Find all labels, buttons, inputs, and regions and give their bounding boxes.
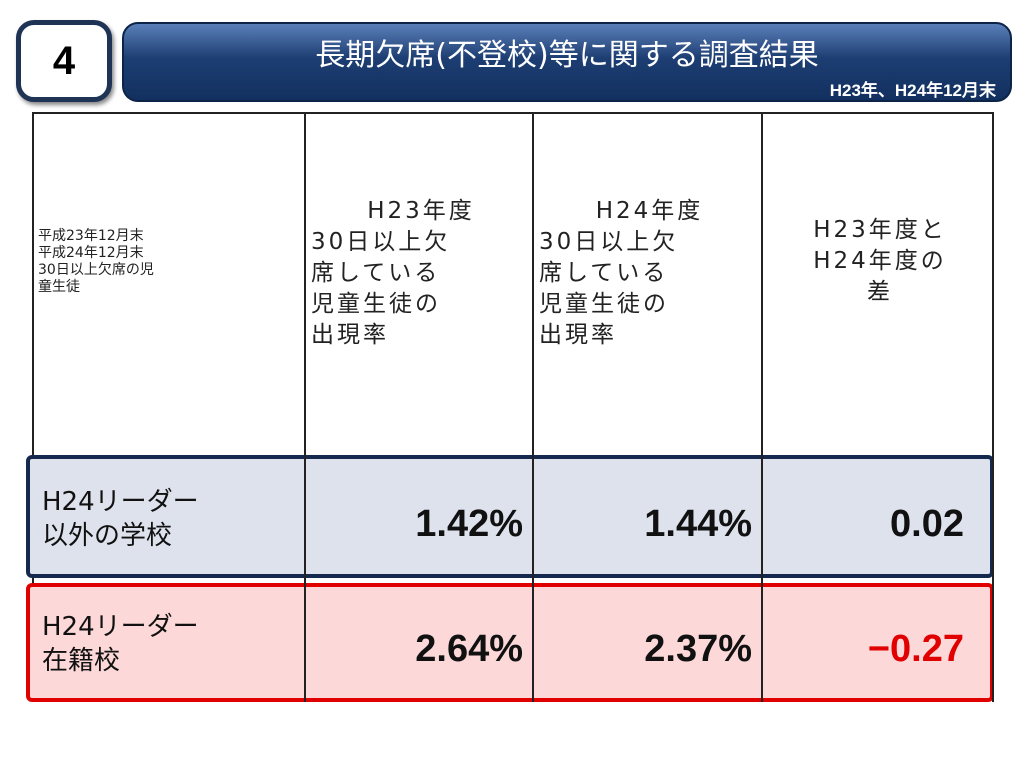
header-text: H23年度と (813, 217, 947, 243)
header-text: 席している (539, 260, 669, 286)
column-divider (304, 112, 306, 702)
subtitle: H23年、H24年12月末 (829, 81, 996, 100)
header-text: 出現率 (539, 322, 617, 348)
header-text: 児童生徒の (311, 291, 441, 317)
header-text: 児童生徒の (539, 291, 669, 317)
cell-value: 2.64% (415, 628, 523, 670)
header-text: 30日以上欠席の児 (38, 262, 154, 278)
title: 長期欠席(不登校)等に関する調査結果 (315, 38, 819, 73)
badge: 4 (16, 20, 112, 102)
row-label: H24リーダー (42, 612, 199, 642)
header-text: 出現率 (311, 322, 389, 348)
cell-value: 1.44% (644, 503, 752, 545)
header-text: 差 (867, 279, 893, 305)
table-row (26, 583, 994, 702)
row-label: 以外の学校 (42, 521, 173, 551)
column-divider (761, 112, 763, 702)
column-divider (532, 112, 534, 702)
cell-value: 1.42% (415, 503, 523, 545)
row-label: H24リーダー (42, 487, 199, 517)
header-text: H23年度 (367, 198, 475, 224)
header-text: 30日以上欠 (539, 229, 679, 255)
header-text: H24年度 (595, 198, 704, 224)
title-banner: 長期欠席(不登校)等に関する調査結果 H23年、H24年12月末 (122, 22, 1012, 102)
header-text: 30日以上欠 (311, 229, 451, 255)
cell-value: −0.27 (867, 628, 964, 670)
header-text: 童生徒 (38, 279, 80, 295)
header-text: 席している (311, 260, 441, 286)
header-text: H24年度の (813, 248, 947, 274)
table-row (26, 455, 994, 578)
right-border (992, 112, 994, 702)
cell-value: 2.37% (644, 628, 752, 670)
cell-value: 0.02 (890, 503, 964, 545)
row-label: 在籍校 (42, 646, 121, 676)
header-text: 平成23年12月末 (38, 228, 144, 244)
header-text: 平成24年12月末 (38, 245, 144, 261)
